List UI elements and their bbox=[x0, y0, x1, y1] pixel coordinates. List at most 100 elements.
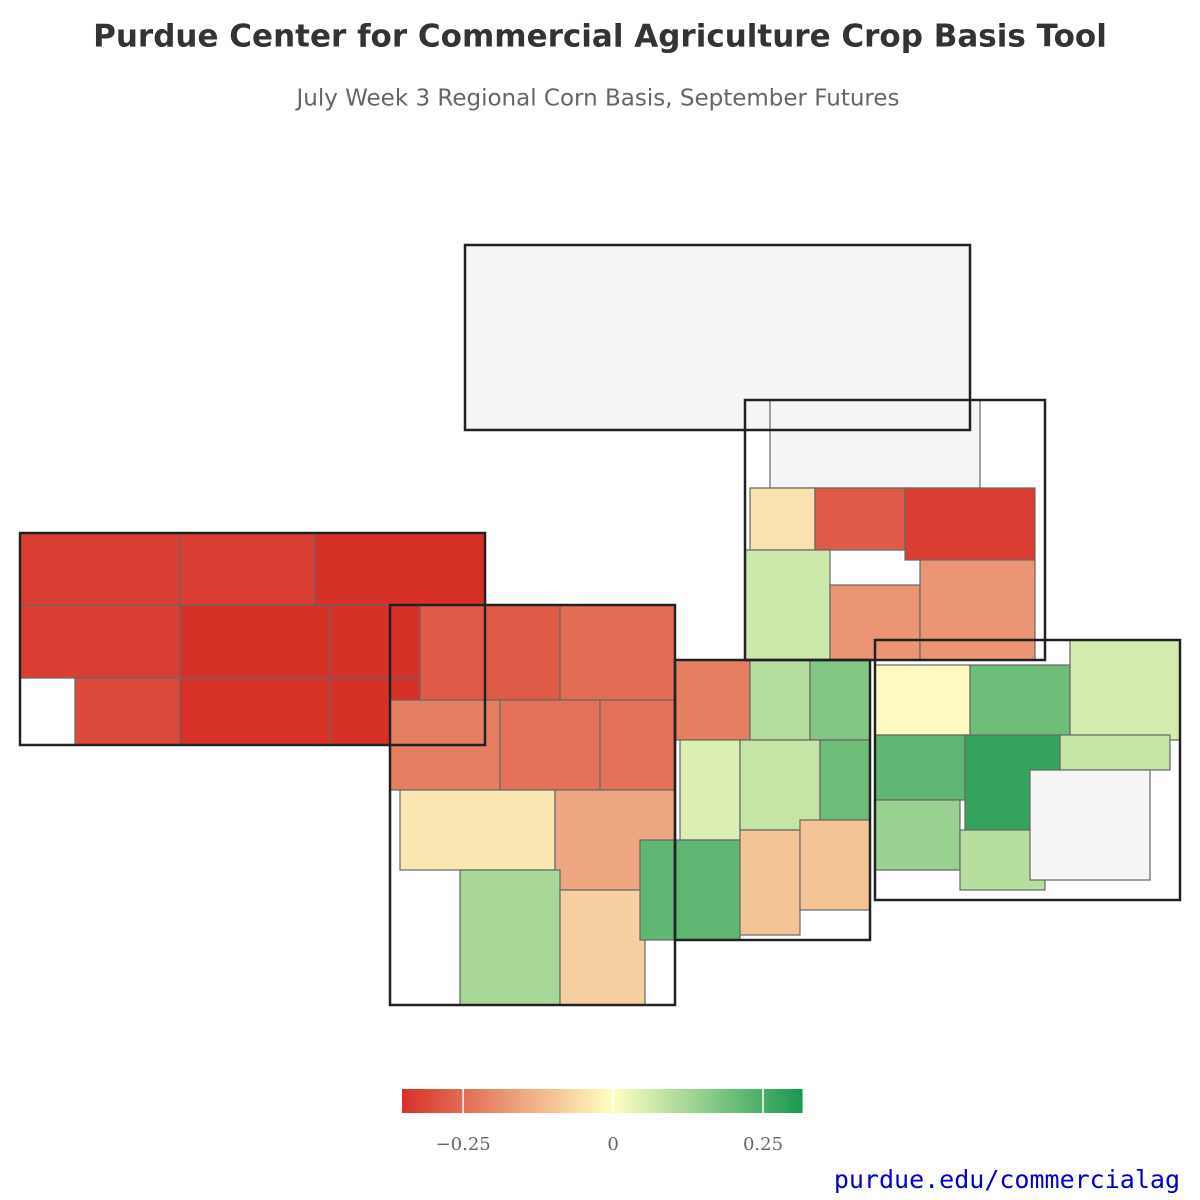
colorbar-step bbox=[554, 1089, 559, 1113]
colorbar-step bbox=[738, 1089, 743, 1113]
district bbox=[314, 532, 486, 606]
colorbar-step bbox=[506, 1089, 511, 1113]
colorbar-step bbox=[526, 1089, 531, 1113]
colorbar-step bbox=[446, 1089, 451, 1113]
colorbar-step bbox=[786, 1089, 791, 1113]
colorbar-step bbox=[570, 1089, 575, 1113]
colorbar-step bbox=[586, 1089, 591, 1113]
colorbar-step bbox=[798, 1089, 803, 1113]
district bbox=[459, 869, 561, 1006]
colorbar: −0.25 0 0.25 bbox=[402, 1089, 803, 1155]
colorbar-step bbox=[454, 1089, 459, 1113]
colorbar-step bbox=[582, 1089, 587, 1113]
colorbar-step bbox=[486, 1089, 491, 1113]
state-outline bbox=[18, 531, 487, 747]
district bbox=[419, 604, 561, 701]
colorbar-step bbox=[714, 1089, 719, 1113]
district bbox=[499, 699, 601, 791]
colorbar-step bbox=[614, 1089, 619, 1113]
colorbar-step bbox=[634, 1089, 639, 1113]
colorbar-step bbox=[442, 1089, 447, 1113]
colorbar-step bbox=[742, 1089, 747, 1113]
district bbox=[1029, 769, 1151, 881]
colorbar-step bbox=[646, 1089, 651, 1113]
district bbox=[19, 532, 181, 606]
colorbar-step bbox=[782, 1089, 787, 1113]
colorbar-step bbox=[538, 1089, 543, 1113]
district bbox=[809, 659, 871, 741]
colorbar-step bbox=[562, 1089, 567, 1113]
colorbar-step bbox=[474, 1089, 479, 1113]
colorbar-step bbox=[478, 1089, 483, 1113]
district bbox=[919, 559, 1036, 661]
district bbox=[874, 734, 966, 801]
footer-link[interactable]: purdue.edu/commercialag bbox=[834, 1165, 1180, 1194]
colorbar-step bbox=[434, 1089, 439, 1113]
colorbar-step bbox=[566, 1089, 571, 1113]
colorbar-step bbox=[438, 1089, 443, 1113]
colorbar-step bbox=[430, 1089, 435, 1113]
colorbar-step bbox=[626, 1089, 631, 1113]
colorbar-step bbox=[758, 1089, 763, 1113]
colorbar-step bbox=[698, 1089, 703, 1113]
colorbar-step bbox=[510, 1089, 515, 1113]
colorbar-step bbox=[654, 1089, 659, 1113]
subtitle: July Week 3 Regional Corn Basis, Septemb… bbox=[294, 86, 899, 112]
colorbar-step bbox=[678, 1089, 683, 1113]
colorbar-step bbox=[522, 1089, 527, 1113]
district bbox=[969, 664, 1071, 741]
colorbar-step bbox=[666, 1089, 671, 1113]
colorbar-step bbox=[718, 1089, 723, 1113]
district bbox=[599, 699, 676, 791]
colorbar-step bbox=[602, 1089, 607, 1113]
title: Purdue Center for Commercial Agriculture… bbox=[93, 19, 1107, 55]
district bbox=[904, 487, 1036, 561]
colorbar-step bbox=[594, 1089, 599, 1113]
colorbar-step bbox=[530, 1089, 535, 1113]
colorbar-step bbox=[754, 1089, 759, 1113]
colorbar-step bbox=[682, 1089, 687, 1113]
colorbar-step bbox=[794, 1089, 799, 1113]
colorbar-step bbox=[422, 1089, 427, 1113]
colorbar-step bbox=[410, 1089, 415, 1113]
colorbar-step bbox=[630, 1089, 635, 1113]
colorbar-step bbox=[518, 1089, 523, 1113]
colorbar-step bbox=[458, 1089, 463, 1113]
colorbar-step bbox=[546, 1089, 551, 1113]
district bbox=[769, 399, 981, 489]
colorbar-step bbox=[642, 1089, 647, 1113]
colorbar-step bbox=[750, 1089, 755, 1113]
colorbar-step bbox=[650, 1089, 655, 1113]
colorbar-step bbox=[622, 1089, 627, 1113]
district bbox=[679, 739, 741, 841]
colorbar-step bbox=[406, 1089, 411, 1113]
district bbox=[1069, 639, 1181, 741]
colorbar-step bbox=[590, 1089, 595, 1113]
colorbar-step bbox=[550, 1089, 555, 1113]
colorbar-step bbox=[558, 1089, 563, 1113]
district bbox=[179, 604, 331, 679]
district bbox=[179, 532, 316, 606]
colorbar-step bbox=[690, 1089, 695, 1113]
colorbar-step bbox=[706, 1089, 711, 1113]
district bbox=[799, 819, 871, 911]
colorbar-step bbox=[494, 1089, 499, 1113]
state-outline bbox=[873, 638, 1182, 902]
colorbar-step bbox=[746, 1089, 751, 1113]
colorbar-step bbox=[414, 1089, 419, 1113]
district bbox=[874, 664, 971, 736]
colorbar-step bbox=[598, 1089, 603, 1113]
district bbox=[874, 799, 961, 871]
district bbox=[744, 549, 831, 661]
colorbar-step bbox=[514, 1089, 519, 1113]
district bbox=[749, 487, 816, 551]
regions bbox=[18, 243, 1182, 1007]
colorbar-step bbox=[502, 1089, 507, 1113]
district bbox=[559, 889, 646, 1006]
colorbar-step bbox=[710, 1089, 715, 1113]
colorbar-step bbox=[762, 1089, 767, 1113]
district bbox=[399, 789, 556, 871]
colorbar-step bbox=[610, 1089, 615, 1113]
colorbar-step bbox=[730, 1089, 735, 1113]
